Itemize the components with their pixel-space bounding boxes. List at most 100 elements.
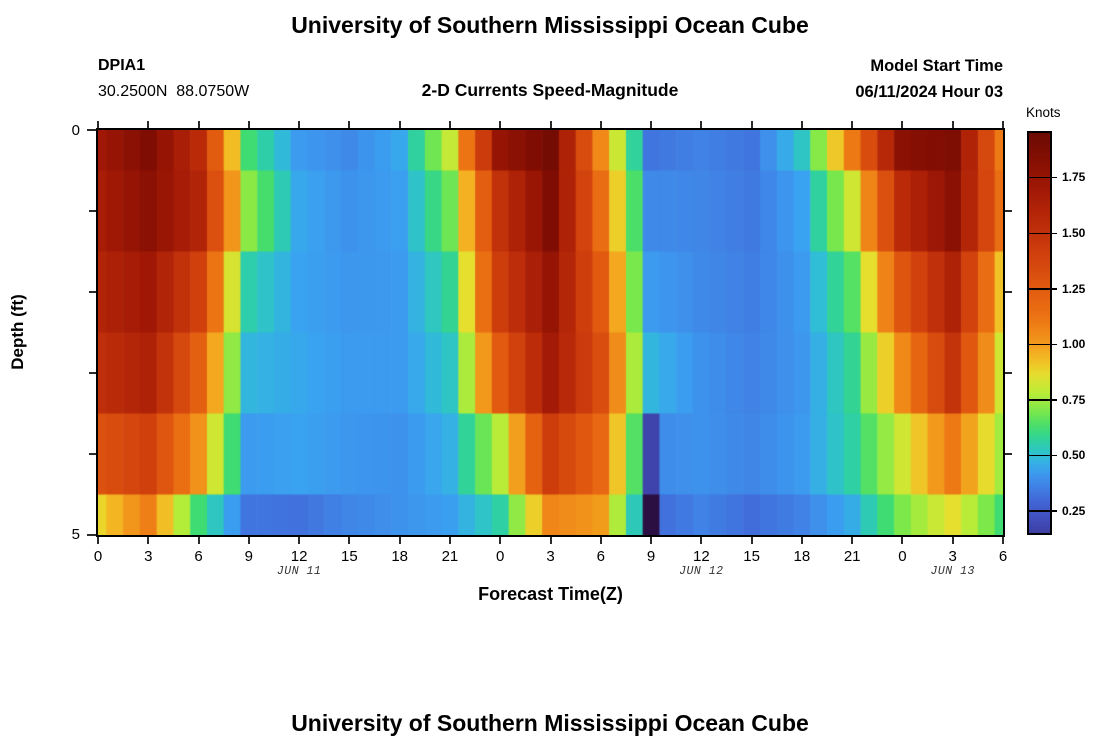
x-tick-label: 21	[441, 548, 459, 565]
colorbar-units-label: Knots	[1026, 105, 1061, 120]
colorbar-tick-line	[1029, 343, 1057, 346]
heatmap-canvas	[98, 130, 1003, 535]
y-axis-top-label: 0	[71, 122, 80, 139]
x-tick-label: 9	[646, 548, 656, 565]
x-tick	[348, 537, 351, 544]
x-tick-label: 9	[244, 548, 253, 565]
x-tick-label: 18	[793, 548, 811, 565]
x-tick	[147, 537, 150, 544]
x-tick	[599, 537, 602, 544]
x-date-label: JUN 12	[679, 565, 724, 578]
x-tick-label: 15	[341, 548, 358, 565]
x-tick-label: 12	[290, 548, 308, 565]
y-minor-tick-left	[89, 210, 96, 212]
colorbar-tick-line	[1029, 288, 1057, 290]
y-minor-tick-left	[89, 291, 96, 293]
x-tick-top	[901, 121, 904, 128]
x-tick	[398, 537, 401, 544]
x-tick-label: 18	[391, 548, 408, 565]
x-tick-label: 3	[546, 548, 555, 565]
colorbar-tick-label: 1.25	[1062, 281, 1086, 296]
x-tick-top	[448, 121, 451, 128]
x-axis-title: Forecast Time(Z)	[478, 584, 623, 604]
x-date-label: JUN 11	[276, 565, 322, 578]
y-minor-tick-right	[1005, 210, 1012, 212]
colorbar	[1027, 131, 1052, 535]
x-tick	[800, 537, 803, 544]
model-start-time-value: 06/11/2024 Hour 03	[855, 83, 1003, 101]
x-tick	[549, 537, 552, 544]
x-tick	[298, 537, 301, 544]
x-tick-top	[97, 121, 99, 128]
x-tick	[247, 537, 250, 544]
colorbar-tick-label: 0.25	[1062, 503, 1086, 518]
x-tick	[951, 537, 954, 544]
colorbar-tick-label: 1.00	[1062, 337, 1086, 352]
y-minor-tick-right	[1005, 453, 1012, 455]
x-tick	[97, 537, 99, 544]
station-coordinates: 30.2500N 88.0750W	[98, 83, 250, 100]
colorbar-tick-line	[1029, 510, 1057, 512]
x-tick-label: 3	[144, 548, 153, 565]
colorbar-tick-label: 0.50	[1062, 448, 1086, 463]
model-start-time-label: Model Start Time	[870, 57, 1003, 75]
y-axis-title: Depth (ft)	[8, 294, 27, 370]
plot-border	[96, 128, 1005, 537]
x-tick	[901, 537, 904, 544]
x-tick-label: 3	[948, 548, 957, 565]
x-tick-top	[750, 121, 753, 128]
x-tick	[650, 537, 653, 544]
colorbar-tick-label: 1.50	[1062, 226, 1086, 240]
x-tick-label: 21	[843, 548, 861, 565]
colorbar-tick-line	[1029, 176, 1057, 179]
colorbar-tick-line	[1029, 232, 1057, 234]
x-tick-label: 6	[596, 548, 605, 565]
x-tick-top	[298, 121, 301, 128]
x-tick-label: 0	[93, 548, 103, 565]
x-tick-top	[800, 121, 803, 128]
x-tick-top	[951, 121, 954, 128]
x-tick-top	[247, 121, 250, 128]
x-tick	[700, 537, 703, 544]
x-tick-label: 0	[898, 548, 907, 565]
colorbar-tick-line	[1029, 399, 1057, 401]
x-tick-top	[398, 121, 401, 128]
x-tick-top	[348, 121, 351, 128]
x-tick	[1002, 537, 1004, 544]
second-figure-title: University of Southern Mississippi Ocean…	[291, 710, 809, 736]
x-tick-top	[549, 121, 552, 128]
colorbar-tick-label: 1.75	[1062, 170, 1086, 185]
figure-subtitle: 2-D Currents Speed-Magnitude	[421, 80, 679, 100]
x-date-label: JUN 13	[930, 565, 975, 578]
x-tick-label: 6	[998, 548, 1008, 565]
x-tick-top	[700, 121, 703, 128]
x-tick	[197, 537, 200, 544]
figure-title: University of Southern Mississippi Ocean…	[291, 12, 809, 38]
x-tick-label: 15	[743, 548, 760, 565]
x-tick-label: 6	[194, 548, 203, 565]
x-tick	[750, 537, 753, 544]
x-tick-label: 0	[496, 548, 505, 565]
y-major-tick	[87, 534, 96, 536]
x-tick-top	[851, 121, 854, 128]
x-tick-label: 12	[692, 548, 710, 565]
x-tick	[499, 537, 502, 544]
y-minor-tick-left	[89, 372, 96, 374]
x-tick-top	[599, 121, 602, 128]
x-tick-top	[197, 121, 200, 128]
x-tick-top	[1002, 121, 1004, 128]
y-axis-bottom-label: 5	[71, 526, 80, 543]
y-minor-tick-right	[1005, 372, 1012, 374]
colorbar-gradient	[1029, 133, 1050, 533]
x-tick-top	[147, 121, 150, 128]
y-minor-tick-right	[1005, 291, 1012, 293]
colorbar-tick-line	[1029, 454, 1057, 457]
x-tick	[851, 537, 854, 544]
x-tick-top	[499, 121, 502, 128]
colorbar-tick-label: 0.75	[1062, 392, 1086, 407]
y-minor-tick-left	[89, 453, 96, 455]
x-tick	[448, 537, 451, 544]
station-id: DPIA1	[98, 57, 146, 74]
y-major-tick	[87, 129, 96, 131]
